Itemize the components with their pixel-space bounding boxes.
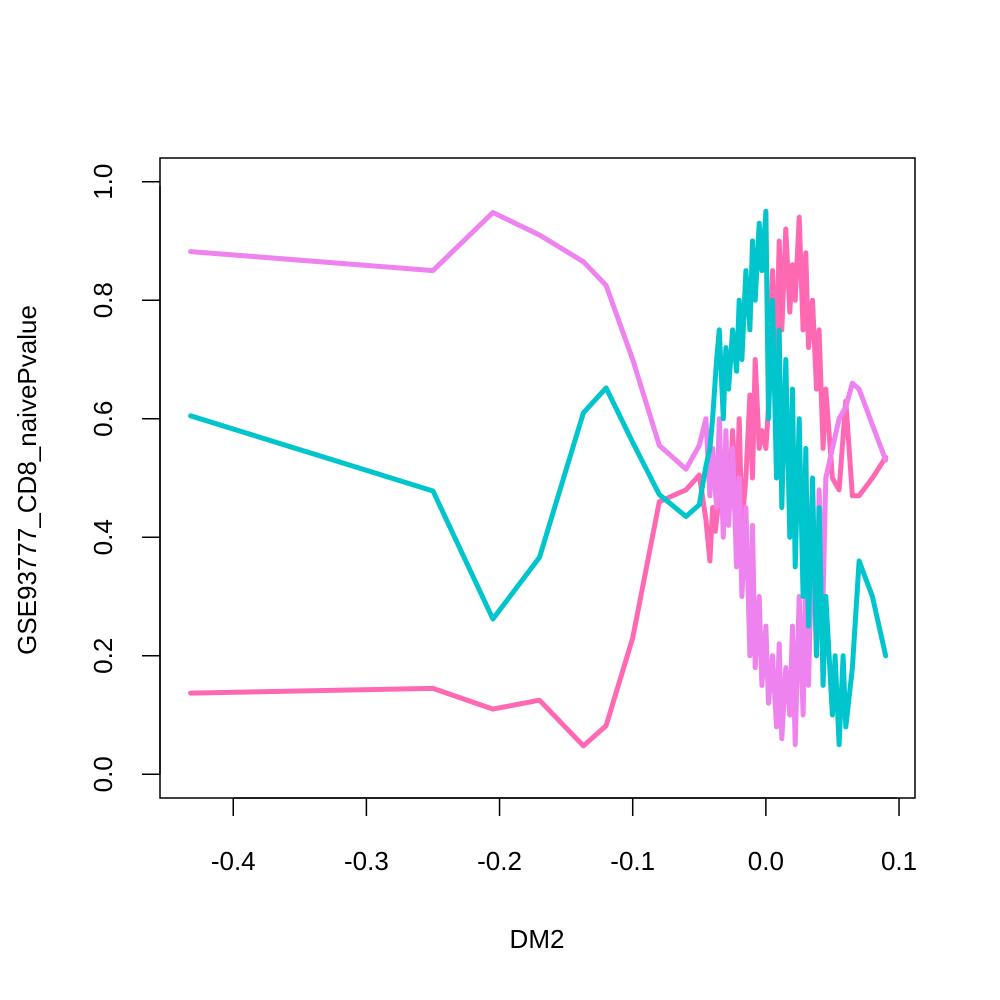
y-tick-label: 0.8 [88, 282, 118, 318]
y-tick-label: 0.4 [88, 519, 118, 555]
x-tick-label: 0.0 [748, 846, 784, 876]
x-tick-label: -0.1 [610, 846, 655, 876]
series-layer [188, 208, 889, 749]
y-tick-label: 0.6 [88, 401, 118, 437]
x-tick-label: -0.4 [211, 846, 256, 876]
y-tick-label: 1.0 [88, 164, 118, 200]
series-line-1 [188, 214, 889, 749]
x-axis: -0.4 -0.3 -0.2 -0.1 0.0 0.1 [211, 797, 917, 876]
y-axis: 0.0 0.2 0.4 0.6 0.8 1.0 [88, 164, 161, 792]
y-tick-label: 0.0 [88, 756, 118, 792]
y-tick-label: 0.2 [88, 638, 118, 674]
x-tick-label: 0.1 [881, 846, 917, 876]
x-tick-label: -0.2 [477, 846, 522, 876]
series-line-3 [188, 208, 889, 748]
y-axis-label: GSE93777_CD8_naivePvalue [12, 305, 42, 655]
x-axis-label: DM2 [510, 924, 565, 954]
x-tick-label: -0.3 [344, 846, 389, 876]
